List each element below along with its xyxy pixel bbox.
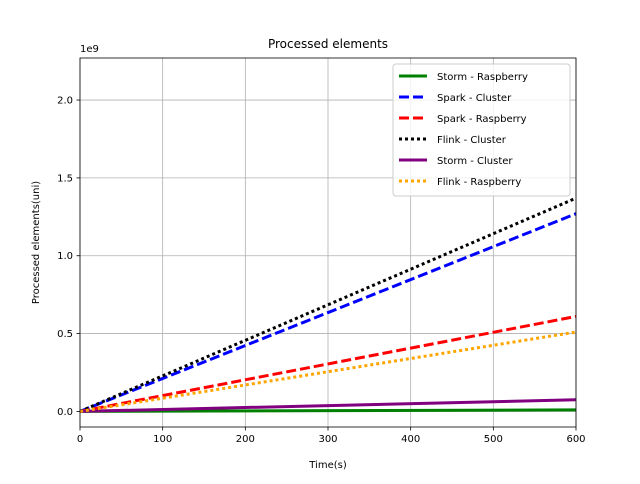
legend-label: Spark - Cluster [437, 93, 512, 104]
y-axis-title: Processed elements(uni) [31, 181, 42, 304]
legend: Storm - Raspberry Spark - Cluster Spark - … [392, 63, 571, 197]
x-tick-label: 100 [153, 434, 172, 445]
x-tick-label: 300 [318, 434, 337, 445]
x-axis-title: Time(s) [308, 460, 347, 471]
y-tick-label: 1.5 [57, 173, 73, 184]
x-tick-label: 400 [401, 434, 420, 445]
legend-label: Spark - Raspberry [437, 114, 527, 125]
series-line [79, 212, 577, 413]
y-tick-label: 0.0 [57, 407, 73, 418]
series-line [79, 408, 577, 413]
x-tick-label: 500 [484, 434, 503, 445]
x-tick-label: 600 [566, 434, 585, 445]
y-tick-label: 1.0 [57, 251, 73, 262]
series-line [79, 398, 577, 413]
axis-ticks: 0 100 200 300 400 500 600 0.0 0.5 1.0 1.5 2.0 [57, 96, 585, 445]
series-line [79, 314, 577, 413]
legend-label: Flink - Cluster [437, 135, 507, 146]
y-tick-label: 0.5 [57, 329, 73, 340]
legend-label: Storm - Cluster [437, 156, 513, 167]
y-axis-offset-label: 1e9 [80, 44, 99, 55]
x-tick-label: 0 [77, 434, 83, 445]
chart-title: Processed elements [268, 37, 388, 51]
legend-label: Flink - Raspberry [437, 177, 521, 188]
x-tick-label: 200 [236, 434, 255, 445]
legend-label: Storm - Raspberry [437, 72, 528, 83]
y-tick-label: 2.0 [57, 96, 73, 107]
legend-box [392, 63, 571, 197]
series-lines [79, 196, 577, 413]
